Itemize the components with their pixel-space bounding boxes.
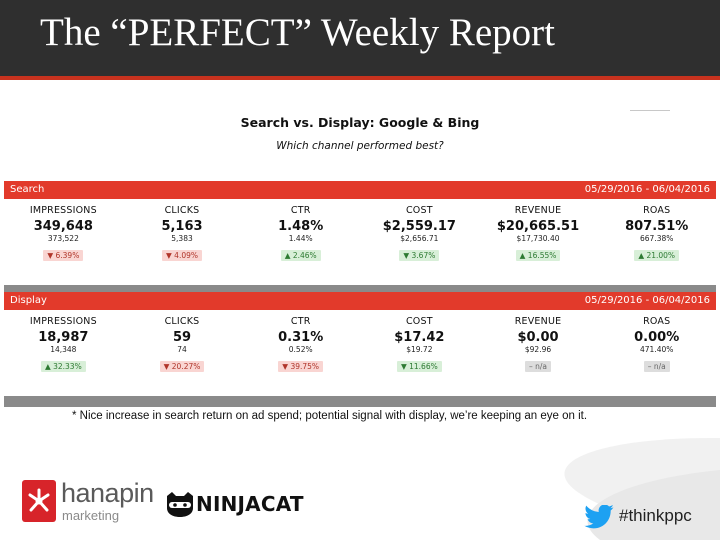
metric-roas: ROAS 0.00% 471.40% – n/a: [597, 310, 716, 396]
hanapin-subtitle: marketing: [62, 508, 120, 523]
header-accent-line: [0, 76, 720, 80]
change-badge: – n/a: [525, 361, 552, 372]
metric-value: 5,163: [161, 219, 203, 234]
metric-value: $2,559.17: [382, 219, 456, 234]
hashtag: #thinkppc: [619, 506, 692, 525]
metric-revenue: REVENUE $20,665.51 $17,730.40 ▲ 16.55%: [479, 199, 598, 285]
hanapin-wordmark: hanapin: [61, 478, 154, 508]
ninjacat-wordmark: NINJACAT: [196, 492, 304, 516]
metric-value: 59: [172, 330, 192, 345]
metric-ctr: CTR 0.31% 0.52% ▼ 39.75%: [241, 310, 360, 396]
metric-cost: COST $17.42 $19.72 ▼ 11.66%: [360, 310, 479, 396]
slide-title: The “PERFECT” Weekly Report: [40, 11, 555, 54]
metric-ctr: CTR 1.48% 1.44% ▲ 2.46%: [241, 199, 360, 285]
footer-swoosh-decoration: [564, 437, 720, 540]
change-badge: ▼ 4.09%: [162, 250, 202, 261]
metric-previous: 373,522: [47, 234, 79, 243]
metric-previous: 667.38%: [640, 234, 674, 243]
metric-value: 349,648: [33, 219, 93, 234]
metric-value: 0.00%: [634, 330, 680, 345]
metric-cost: COST $2,559.17 $2,656.71 ▼ 3.67%: [360, 199, 479, 285]
metric-label: IMPRESSIONS: [29, 205, 97, 216]
section-name: Display: [10, 295, 47, 306]
section-header: Display 05/29/2016 - 06/04/2016: [4, 292, 716, 310]
hanapin-logo: hanapin marketing: [22, 478, 154, 523]
section-name: Search: [10, 184, 45, 195]
change-badge: ▲ 2.46%: [280, 250, 321, 261]
metrics-row: IMPRESSIONS 18,987 14,348 ▲ 32.33% CLICK…: [4, 310, 716, 396]
metric-label: COST: [405, 316, 433, 327]
metric-value: 18,987: [38, 330, 89, 345]
metric-label: CTR: [290, 205, 311, 216]
date-range: 05/29/2016 - 06/04/2016: [584, 184, 710, 195]
change-badge: ▼ 11.66%: [396, 361, 442, 372]
metric-roas: ROAS 807.51% 667.38% ▲ 21.00%: [597, 199, 716, 285]
metric-clicks: CLICKS 5,163 5,383 ▼ 4.09%: [123, 199, 242, 285]
metric-label: ROAS: [643, 205, 671, 216]
section-divider: [4, 396, 716, 407]
metric-value: 0.31%: [278, 330, 324, 345]
metric-label: CLICKS: [164, 205, 200, 216]
metric-value: $20,665.51: [496, 219, 580, 234]
metric-impressions: IMPRESSIONS 18,987 14,348 ▲ 32.33%: [4, 310, 123, 396]
metric-previous: 1.44%: [288, 234, 313, 243]
metric-label: REVENUE: [514, 205, 562, 216]
metric-previous: 14,348: [50, 345, 77, 354]
change-badge: ▼ 39.75%: [278, 361, 324, 372]
metric-previous: 5,383: [171, 234, 193, 243]
footnote: * Nice increase in search return on ad s…: [72, 410, 588, 422]
metric-value: $17.42: [394, 330, 445, 345]
metric-value: 807.51%: [625, 219, 689, 234]
display-section: Display 05/29/2016 - 06/04/2016 IMPRESSI…: [4, 292, 716, 407]
metric-previous: 471.40%: [640, 345, 674, 354]
metric-impressions: IMPRESSIONS 349,648 373,522 ▼ 6.39%: [4, 199, 123, 285]
metric-previous: $17,730.40: [516, 234, 560, 243]
change-badge: ▲ 16.55%: [515, 250, 561, 261]
ninjacat-icon: [167, 492, 193, 517]
twitter-bird-icon: [584, 505, 614, 529]
date-range: 05/29/2016 - 06/04/2016: [584, 295, 710, 306]
change-badge: – n/a: [643, 361, 670, 372]
change-badge: ▲ 32.33%: [40, 361, 86, 372]
metric-clicks: CLICKS 59 74 ▼ 20.27%: [123, 310, 242, 396]
metric-label: COST: [405, 205, 433, 216]
metric-value: $0.00: [517, 330, 559, 345]
decorative-line: [630, 110, 670, 111]
search-section: Search 05/29/2016 - 06/04/2016 IMPRESSIO…: [4, 181, 716, 296]
metric-previous: $2,656.71: [400, 234, 439, 243]
change-badge: ▲ 21.00%: [634, 250, 680, 261]
slide-header: The “PERFECT” Weekly Report: [0, 0, 720, 76]
report-title: Search vs. Display: Google & Bing: [240, 115, 480, 130]
change-badge: ▼ 3.67%: [399, 250, 440, 261]
change-badge: ▼ 6.39%: [43, 250, 84, 261]
section-header: Search 05/29/2016 - 06/04/2016: [4, 181, 716, 199]
change-badge: ▼ 20.27%: [159, 361, 205, 372]
metric-previous: 74: [177, 345, 187, 354]
section-divider: [4, 285, 716, 296]
metrics-row: IMPRESSIONS 349,648 373,522 ▼ 6.39% CLIC…: [4, 199, 716, 285]
report-subtitle: Which channel performed best?: [276, 140, 444, 152]
metric-previous: $19.72: [406, 345, 433, 354]
metric-previous: $92.96: [524, 345, 552, 354]
metric-label: CTR: [290, 316, 311, 327]
metric-label: IMPRESSIONS: [29, 316, 97, 327]
metric-revenue: REVENUE $0.00 $92.96 – n/a: [479, 310, 598, 396]
metric-label: REVENUE: [514, 316, 562, 327]
metric-label: CLICKS: [164, 316, 200, 327]
hanapin-mark-icon: [22, 480, 56, 522]
metric-value: 1.48%: [278, 219, 324, 234]
metric-previous: 0.52%: [288, 345, 313, 354]
metric-label: ROAS: [643, 316, 671, 327]
